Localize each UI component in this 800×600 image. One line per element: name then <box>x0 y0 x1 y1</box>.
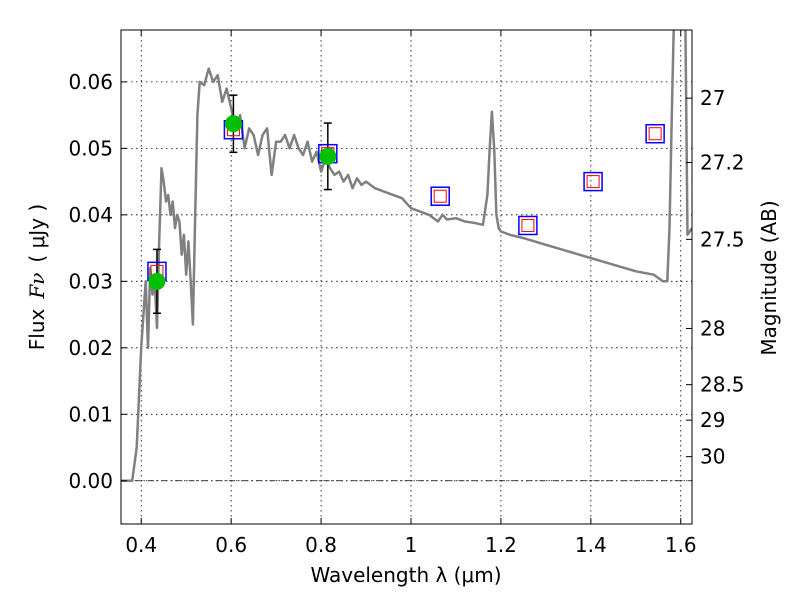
mag-tick-label: 28 <box>700 316 725 340</box>
y-axis-label: Flux Fν ( μJy ) <box>25 204 49 350</box>
x-tick-label: 1.2 <box>485 533 517 557</box>
y-tick-label: 0.06 <box>68 70 113 94</box>
mag-tick-label: 29 <box>700 408 725 432</box>
plot-area <box>121 30 692 483</box>
y-axis-label-prefix: Flux <box>25 308 49 350</box>
x-tick-label: 0.8 <box>305 533 337 557</box>
mag-tick-label: 30 <box>700 445 725 469</box>
x-tick-label: 0.6 <box>215 533 247 557</box>
model-photometry-square <box>430 186 450 206</box>
mag-tick-label: 28.5 <box>700 373 745 397</box>
axis-ticks: 0.4 0.6 0.8 1 1.2 1.4 1.6 0.00 0.01 0.02 0.03 0.04 0… <box>68 30 745 557</box>
x-tick-label: 1 <box>405 533 418 557</box>
y-tick-label: 0.01 <box>68 402 113 426</box>
y-axis-label-symbol: Fν <box>25 273 49 300</box>
mag-tick-label: 27.2 <box>700 151 745 175</box>
model-photometry-square <box>518 215 538 236</box>
y2-axis-label: Magnitude (AB) <box>757 200 781 355</box>
y-tick-label: 0.00 <box>68 469 113 493</box>
model-photometry-square-inner <box>521 218 535 232</box>
observed-data-point <box>319 147 337 165</box>
x-tick-label: 0.4 <box>125 533 157 557</box>
x-axis-label: Wavelength λ (μm) <box>310 563 501 587</box>
x-tick-label: 1.6 <box>665 533 697 557</box>
grid <box>121 30 692 524</box>
model-photometry-square-inner <box>648 127 662 141</box>
x-tick-label: 1.4 <box>575 533 607 557</box>
y-tick-label: 0.04 <box>68 203 113 227</box>
mag-tick-label: 27.5 <box>700 227 745 251</box>
model-sed-line <box>121 30 692 483</box>
model-photometry-square <box>645 123 665 144</box>
mag-tick-label: 27 <box>700 86 725 110</box>
observed-data-point <box>224 115 242 133</box>
observed-data-point <box>148 272 166 290</box>
y-axis-label-unit: ( μJy ) <box>25 204 49 263</box>
y-tick-label: 0.03 <box>68 269 113 293</box>
y-tick-label: 0.02 <box>68 336 113 360</box>
model-photometry-square-inner <box>586 175 600 189</box>
plot-frame <box>120 29 693 525</box>
model-photometry-square <box>583 171 603 192</box>
y-tick-label: 0.05 <box>68 136 113 160</box>
model-photometry-square-inner <box>433 189 447 203</box>
